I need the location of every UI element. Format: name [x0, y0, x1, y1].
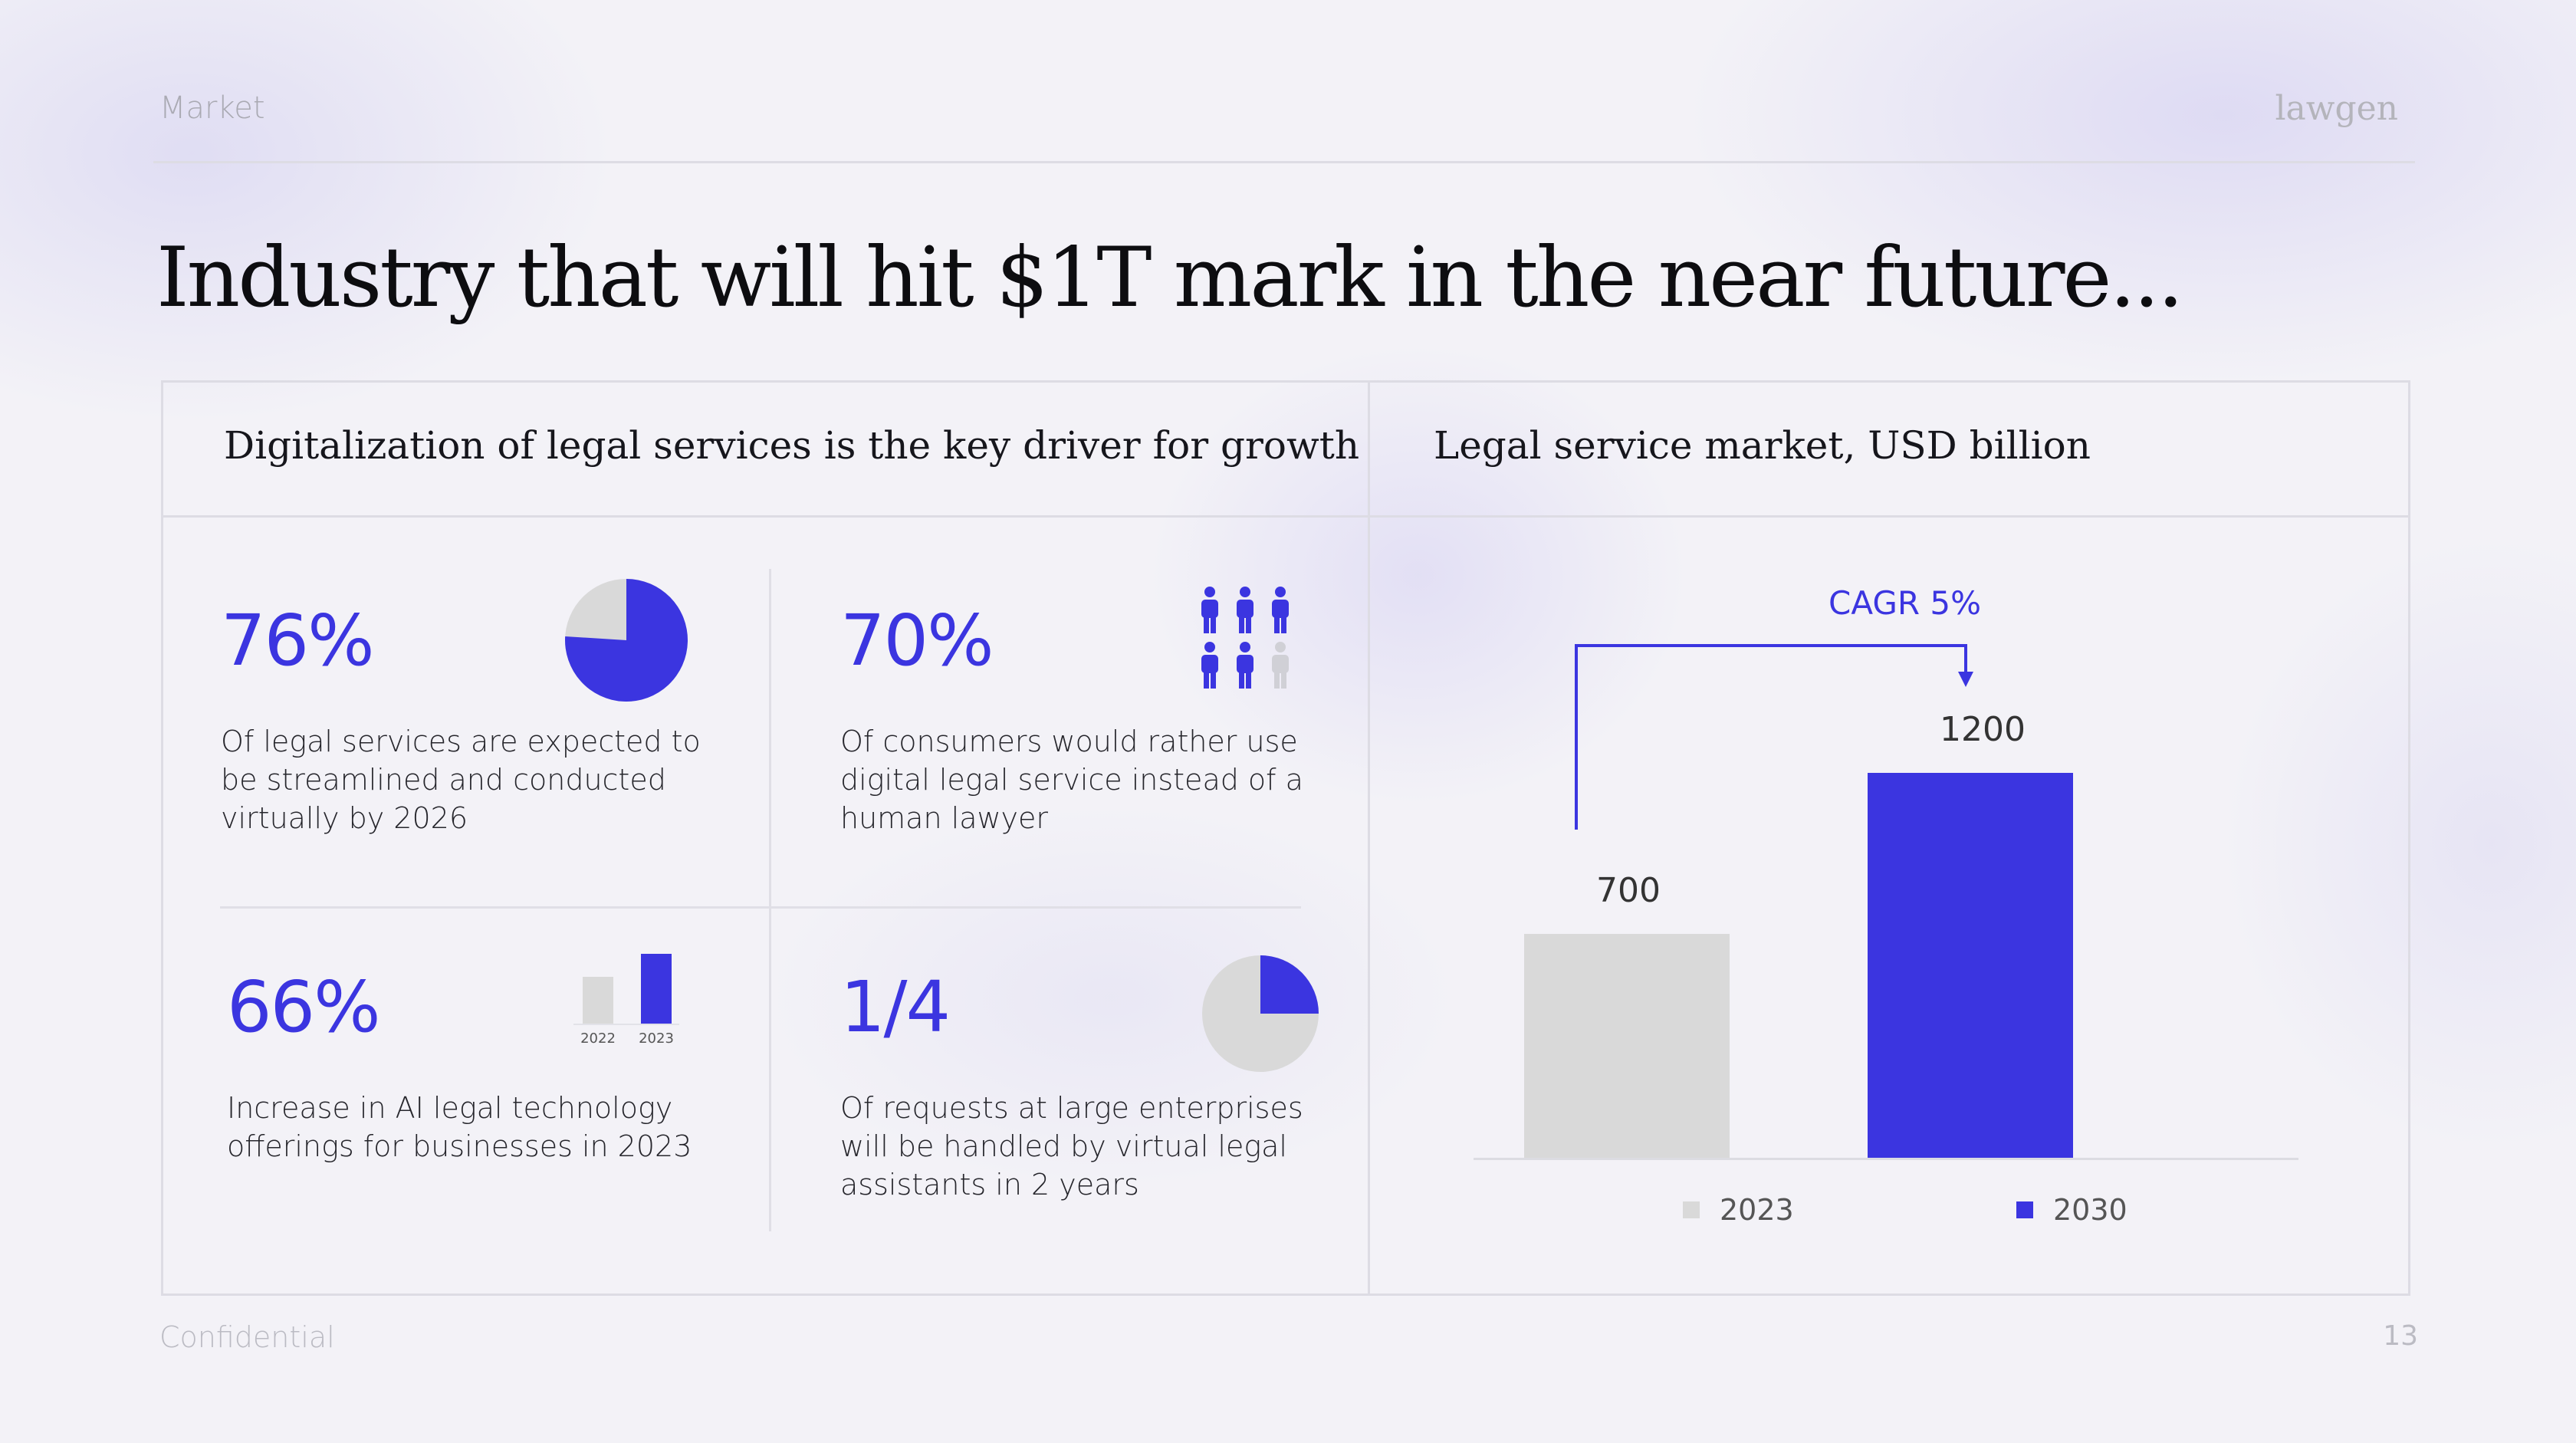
mini-bar-2023	[641, 954, 672, 1024]
pie-chart-icon	[1202, 955, 1319, 1072]
stat-value-digital-services: 76%	[221, 600, 374, 682]
mini-chart-label-2023: 2023	[639, 1030, 674, 1047]
pie-chart-icon	[565, 579, 688, 702]
stat-description-virtual-assistants: Of requests at large enterprises will be…	[840, 1091, 1303, 1201]
stat-value-consumers: 70%	[840, 600, 994, 682]
left-panel-heading: Digitalization of legal services is the …	[224, 423, 1360, 468]
page-number: 13	[2383, 1320, 2418, 1352]
pie-slice	[1260, 955, 1319, 1014]
stat-description-digital-services: Of legal services are expected to be str…	[221, 725, 701, 835]
bar-2030	[1868, 773, 2073, 1159]
right-panel-heading: Legal service market, USD billion	[1434, 423, 2091, 468]
stats-grid-horizontal-divider	[220, 906, 1301, 909]
legend-label-2030: 2030	[2053, 1193, 2128, 1227]
section-label: Market	[159, 90, 265, 126]
people-icon	[1201, 587, 1289, 689]
bar-2023	[1524, 934, 1730, 1159]
heading-divider	[161, 515, 2410, 518]
mini-chart-label-2022: 2022	[580, 1030, 616, 1047]
legend-swatch-2023	[1683, 1201, 1700, 1218]
person-partial-icon	[1237, 642, 1254, 689]
content-frame	[161, 380, 2410, 1296]
chart-baseline	[1474, 1158, 2298, 1160]
stat-value-virtual-assistants: 1/4	[840, 966, 951, 1048]
bar-value-label-2030: 1200	[1940, 710, 2026, 749]
bar-value-label-2023: 700	[1596, 871, 1661, 910]
stats-grid-vertical-divider	[769, 569, 771, 1231]
brand-logo: lawgen	[2275, 89, 2398, 128]
legend-item-2030: 2030	[2016, 1193, 2128, 1227]
pie-slice	[565, 579, 688, 702]
header-divider	[153, 161, 2415, 163]
cagr-annotation: CAGR 5%	[1829, 584, 1982, 622]
legend-item-2023: 2023	[1683, 1193, 1794, 1227]
legend-swatch-2030	[2016, 1201, 2033, 1218]
stat-description-consumers: Of consumers would rather use digital le…	[840, 725, 1303, 835]
stat-description-ai-offerings: Increase in AI legal technology offering…	[227, 1091, 692, 1163]
confidential-label: Confidential	[159, 1320, 335, 1354]
legend-label-2023: 2023	[1720, 1193, 1794, 1227]
stat-value-ai-offerings: 66%	[227, 966, 380, 1048]
mini-bar-2022	[583, 977, 613, 1024]
panel-divider	[1368, 380, 1370, 1296]
mini-bar-chart-icon: 2022 2023	[573, 954, 679, 1047]
page-title: Industry that will hit $1T mark in the n…	[156, 230, 2183, 326]
person-empty-icon	[1272, 642, 1289, 689]
